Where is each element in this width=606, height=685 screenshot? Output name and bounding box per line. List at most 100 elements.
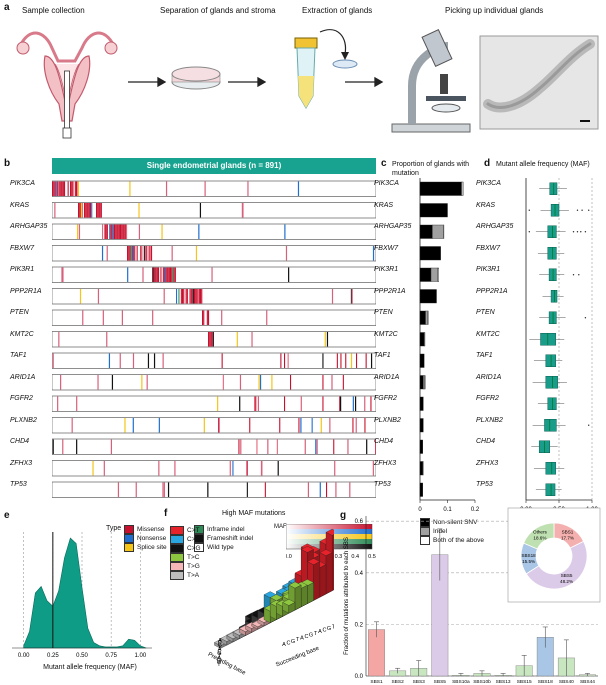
oncoplot-cell: [329, 418, 331, 433]
panel-label-b: b: [4, 158, 11, 169]
oncoplot-cell: [287, 353, 289, 368]
bar3d-side: [325, 552, 333, 595]
oncoplot-cell: [129, 246, 131, 261]
oncoplot-cell: [117, 482, 120, 497]
oncoplot-cell: [92, 461, 94, 476]
base-tick-label: T: [218, 645, 222, 651]
oncoplot-cell: [90, 203, 92, 218]
oncoplot-row: [52, 481, 376, 498]
legend-swatch: [194, 543, 204, 552]
bar3d-side: [301, 584, 308, 608]
gene-label: PIK3CA: [476, 180, 501, 187]
oncoplot-cell: [217, 396, 219, 411]
oncoplot-cell: [364, 396, 366, 411]
gene-label: ARHGAP35: [10, 223, 48, 230]
oncoplot-cell: [146, 375, 148, 390]
legend-label: Non-silent SNV: [433, 519, 478, 526]
oncoplot-cell: [324, 332, 326, 347]
oncoplot-row: [52, 202, 376, 219]
legend-swatch: [170, 526, 184, 535]
oncoplot-cell: [52, 353, 54, 368]
bar: [419, 224, 433, 239]
oncoplot-cell: [118, 224, 120, 239]
oncoplot-cell: [117, 224, 119, 239]
oncoplot-cell: [218, 418, 220, 433]
oncoplot-cell: [203, 310, 205, 325]
oncoplot-cell: [364, 418, 366, 433]
gene-label: ARID1A: [476, 373, 502, 381]
donut-label: SBS18: [521, 553, 536, 558]
oncoplot-cell: [80, 203, 82, 218]
oncoplot-cell: [257, 396, 260, 411]
oncoplot-cell: [123, 224, 125, 239]
succeeding-base-label: Succeeding base: [275, 645, 321, 668]
oncoplot-cell: [131, 246, 133, 261]
oncoplot-cell: [78, 203, 80, 218]
oncoplot-cell: [173, 267, 175, 282]
oncoplot-cell: [331, 289, 334, 304]
x-tick-label: 0.25: [47, 653, 59, 659]
bar: [419, 482, 423, 497]
oncoplot-row: [52, 266, 376, 283]
oncoplot-cell: [133, 246, 135, 261]
oncoplot-cell: [58, 332, 60, 347]
donut-label: SBS5: [561, 573, 573, 578]
oncoplot-cell: [366, 439, 368, 454]
oncoplot-cell: [110, 224, 112, 239]
oncoplot-row: [52, 395, 376, 412]
sbs-category-label: SBS5: [434, 679, 447, 684]
oncoplot-cell: [158, 418, 160, 433]
oncoplot-cell: [79, 289, 82, 304]
legend-swatch: [170, 562, 184, 571]
legend-label: Frameshift indel: [207, 535, 254, 542]
oncoplot-cell: [108, 353, 111, 368]
maf-legend-bar: [286, 524, 372, 529]
oncoplot-cell: [285, 246, 288, 261]
bar: [419, 353, 425, 368]
oncoplot-row: [52, 438, 376, 455]
panel-g-ylabel: Fraction of mutations attributed to each…: [344, 537, 350, 655]
box: [545, 376, 558, 389]
gene-label: CHD4: [476, 438, 496, 445]
oncoplot-cell: [155, 267, 157, 282]
gene-label: PLXNB2: [374, 416, 401, 424]
sbs-category-label: SBS44: [580, 679, 595, 684]
x-tick-label: 0.75: [105, 653, 117, 659]
oncoplot-cell: [53, 181, 55, 196]
bar: [419, 203, 448, 218]
legend-swatch: [420, 518, 430, 527]
oncoplot-cell: [209, 332, 211, 347]
oncoplot-cell: [121, 224, 123, 239]
oncoplot-cell: [61, 267, 63, 282]
gene-label: PTEN: [374, 309, 393, 316]
oncoplot-cell: [57, 396, 59, 411]
gene-label: ZFHX3: [374, 459, 397, 467]
oncoplot-cell: [104, 224, 106, 239]
gene-label: KMT2C: [10, 330, 34, 338]
oncoplot-cell: [172, 267, 174, 282]
oncoplot-cell: [211, 332, 213, 347]
oncoplot-cell: [208, 310, 210, 325]
base-tick-label: G: [309, 632, 313, 638]
oncoplot-cell: [167, 482, 170, 497]
bar: [419, 375, 424, 390]
oncoplot-cell: [148, 246, 150, 261]
step-separation: Separation of glands and stroma: [160, 6, 276, 15]
outlier-point: [528, 231, 530, 233]
panel-c-title: Proportion of glands with mutation: [392, 161, 470, 177]
oncoplot-cell: [249, 418, 251, 433]
gene-label: PPP2R1A: [476, 287, 508, 295]
proportion-legend-item: Both of the above: [420, 536, 516, 545]
microscope-icon: [391, 29, 471, 133]
bar: [432, 224, 444, 239]
oncoplot-cell: [109, 224, 111, 239]
oncoplot-cell: [135, 482, 137, 497]
oncoplot-cell: [122, 224, 124, 239]
panel-e-xlabel: Mutant allele frequency (MAF): [43, 664, 137, 671]
bar: [419, 461, 423, 476]
oncoplot-cell: [138, 224, 141, 239]
base-tick-label: A: [318, 629, 322, 635]
oncoplot-cell: [76, 181, 78, 196]
oncoplot-cell: [140, 246, 142, 261]
base-tick-label: G: [327, 626, 331, 632]
